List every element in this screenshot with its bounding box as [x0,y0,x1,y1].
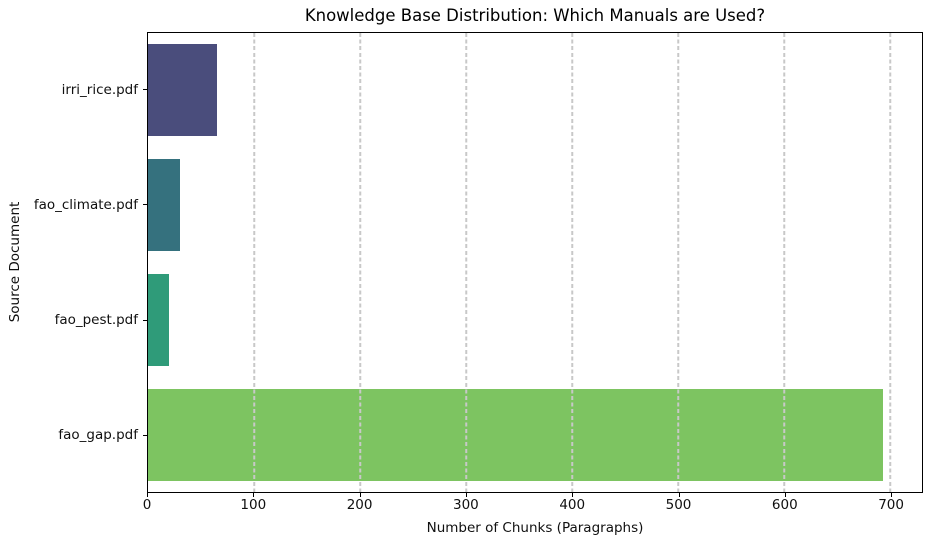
x-tick-mark [891,493,893,497]
x-tick-mark [572,493,574,497]
gridline-x-600 [783,33,785,492]
bar-fao_climate.pdf [148,159,180,252]
x-tick-label: 600 [771,497,798,513]
x-tick-label: 400 [559,497,586,513]
y-tick-mark [143,204,147,206]
x-tick-mark [678,493,680,497]
gridline-x-100 [253,33,255,492]
y-tick-label: fao_gap.pdf [58,427,138,444]
plot-area [147,32,923,493]
x-tick-mark [465,493,467,497]
x-tick-mark [147,493,148,497]
y-tick-label: irri_rice.pdf [61,81,138,98]
x-tick-label: 100 [240,497,267,513]
x-tick-label: 700 [878,497,904,513]
bar-fao_gap.pdf [148,388,883,481]
chart-title: Knowledge Base Distribution: Which Manua… [304,6,766,25]
x-tick-mark [784,493,786,497]
y-tick-mark [143,319,147,321]
y-tick-mark [143,434,147,436]
x-tick-label: 200 [346,497,373,513]
gridline-x-700 [889,33,891,492]
x-tick-label: 0 [142,497,152,513]
gridline-x-400 [571,33,573,492]
bar-irri_rice.pdf [148,44,217,137]
y-tick-label: fao_climate.pdf [33,196,138,213]
x-tick-mark [359,493,361,497]
y-axis-label: Source Document [7,201,23,323]
x-tick-label: 500 [665,497,692,513]
bar-fao_pest.pdf [148,273,170,366]
gridline-x-300 [465,33,467,492]
x-tick-mark [253,493,255,497]
gridline-x-500 [677,33,679,492]
x-axis-label: Number of Chunks (Paragraphs) [426,520,644,536]
x-tick-label: 300 [453,497,479,513]
y-tick-label: fao_pest.pdf [54,312,138,329]
y-tick-mark [143,89,147,91]
gridline-x-200 [359,33,361,492]
